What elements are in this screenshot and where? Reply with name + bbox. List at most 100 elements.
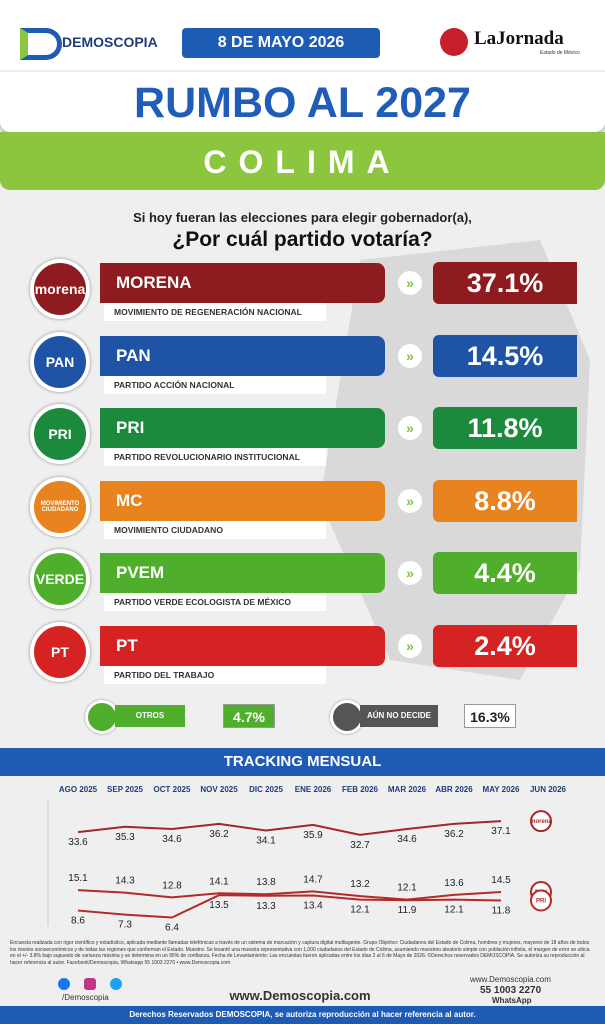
- others-name: AÚN NO DECIDE: [360, 705, 438, 727]
- data-label: 15.1: [68, 873, 88, 884]
- party-name: MC: [100, 480, 385, 521]
- chevron: »: [398, 488, 422, 513]
- data-label: 8.6: [71, 916, 85, 927]
- x-tick-label: OCT 2025: [154, 785, 191, 794]
- data-label: 36.2: [444, 829, 464, 840]
- party-full-name: PARTIDO ACCIÓN NACIONAL: [104, 375, 326, 394]
- data-label: 13.5: [209, 900, 229, 911]
- data-label: 13.6: [444, 878, 464, 889]
- data-label: 12.1: [444, 905, 464, 916]
- party-row: PRI PARTIDO REVOLUCIONARIO INSTITUCIONAL P…: [0, 404, 605, 468]
- social: /Demoscopia: [62, 993, 109, 1002]
- party-name: PAN: [100, 335, 385, 376]
- data-label: 35.3: [115, 832, 135, 843]
- others-value: 4.7%: [223, 704, 275, 728]
- others-icon: [330, 700, 364, 734]
- party-value: 37.1%: [433, 262, 577, 304]
- date: 8 DE MAYO 2026: [182, 28, 380, 58]
- line: [77, 820, 502, 836]
- party-logo: PT: [30, 621, 90, 682]
- x-tick-label: NOV 2025: [200, 785, 238, 794]
- others-value: 16.3%: [464, 704, 516, 728]
- party-full-name: MOVIMIENTO DE REGENERACIÓN NACIONAL: [104, 303, 326, 321]
- others-icon: [85, 700, 119, 734]
- party-logo: PRI: [30, 404, 90, 464]
- partner-sub: Estado de México: [540, 50, 580, 56]
- x-tick-label: FEB 2026: [342, 785, 379, 794]
- data-label: 7.3: [118, 920, 132, 931]
- party-full-name: PARTIDO REVOLUCIONARIO INSTITUCIONAL: [104, 448, 326, 466]
- party-name: PVEM: [100, 553, 385, 593]
- facebook-icon: [58, 978, 70, 990]
- chevron: »: [398, 416, 422, 440]
- chevron: »: [398, 561, 422, 585]
- x-tick-label: ABR 2026: [435, 785, 473, 794]
- data-label: 34.6: [162, 834, 182, 845]
- data-label: 13.4: [303, 900, 323, 911]
- data-label: 37.1: [491, 826, 511, 837]
- x-tick-label: MAR 2026: [388, 785, 427, 794]
- data-label: 12.8: [162, 880, 182, 891]
- line: [77, 894, 502, 919]
- data-label: 14.1: [209, 876, 229, 887]
- data-label: 12.1: [350, 905, 370, 916]
- x-tick-label: SEP 2025: [107, 785, 143, 794]
- partner: LaJornada: [474, 28, 564, 49]
- data-label: 13.2: [350, 879, 370, 890]
- party-name: MORENA: [100, 263, 385, 303]
- party-logo: PAN: [30, 331, 90, 392]
- legend-logo: [530, 889, 552, 912]
- phone: 55 1003 2270: [480, 985, 542, 996]
- data-label: 34.6: [397, 834, 417, 845]
- party-row: MC MOVIMIENTO CIUDADANO MOVIMIENTO CIUDADA…: [0, 476, 605, 541]
- rights: Derechos Reservados DEMOSCOPIA, se autor…: [0, 1006, 605, 1024]
- party-value: 4.4%: [433, 552, 577, 594]
- data-label: 11.9: [398, 905, 417, 916]
- question-line1: Si hoy fueran las elecciones para elegir…: [133, 210, 472, 225]
- web: www.Demoscopia.com: [229, 988, 371, 1003]
- party-value: 8.8%: [433, 479, 577, 522]
- data-label: 14.7: [303, 874, 323, 885]
- party-name: PT: [100, 625, 385, 666]
- x-tick-label: DIC 2025: [249, 785, 283, 794]
- site: www.Demoscopia.com: [470, 975, 551, 984]
- party-name: PRI: [100, 408, 385, 448]
- data-label: 36.2: [209, 829, 229, 840]
- chevron: »: [398, 633, 422, 658]
- question-line2: ¿Por cuál partido votaría?: [172, 228, 433, 251]
- chevron: »: [398, 271, 422, 295]
- data-label: 33.6: [68, 837, 88, 848]
- x-tick-label: MAY 2026: [483, 785, 520, 794]
- data-label: 13.8: [256, 877, 276, 888]
- party-value: 14.5%: [433, 334, 577, 377]
- data-label: 14.5: [491, 875, 511, 886]
- legend-name: morena: [530, 819, 552, 825]
- data-label: 35.9: [303, 830, 323, 841]
- line: [77, 889, 502, 901]
- twitter-icon: [110, 978, 122, 990]
- party-value: 2.4%: [433, 624, 577, 667]
- state: COLIMA: [0, 132, 605, 190]
- party-row: MORENA MOVIMIENTO DE REGENERACIÓN NACIONA…: [0, 259, 605, 323]
- party-row: PT PARTIDO DEL TRABAJO PT» 2.4%: [0, 621, 605, 686]
- brand: DEMOSCOPIA: [62, 34, 158, 50]
- title: RUMBO AL 2027: [0, 72, 605, 132]
- x-tick-label: JUN 2026: [530, 785, 567, 794]
- data-label: 6.4: [165, 922, 179, 933]
- party-full-name: MOVIMIENTO CIUDADANO: [104, 520, 326, 539]
- others-name: OTROS: [115, 705, 185, 727]
- party-row: PVEM PARTIDO VERDE ECOLOGISTA DE MÉXICO VE…: [0, 549, 605, 613]
- data-label: 13.3: [256, 901, 276, 912]
- tracking-title: TRACKING MENSUAL: [0, 748, 605, 776]
- partner-logo: [440, 28, 468, 56]
- party-logo: MOVIMIENTO CIUDADANO: [30, 476, 90, 537]
- whatsapp: WhatsApp: [492, 996, 532, 1005]
- data-label: 12.1: [397, 883, 417, 894]
- data-label: 14.3: [115, 876, 135, 887]
- chevron: »: [398, 343, 422, 368]
- legend-logo: [530, 810, 552, 833]
- brand-logo: [20, 28, 62, 60]
- x-tick-label: AGO 2025: [59, 785, 98, 794]
- legend-name: PRI: [536, 899, 546, 905]
